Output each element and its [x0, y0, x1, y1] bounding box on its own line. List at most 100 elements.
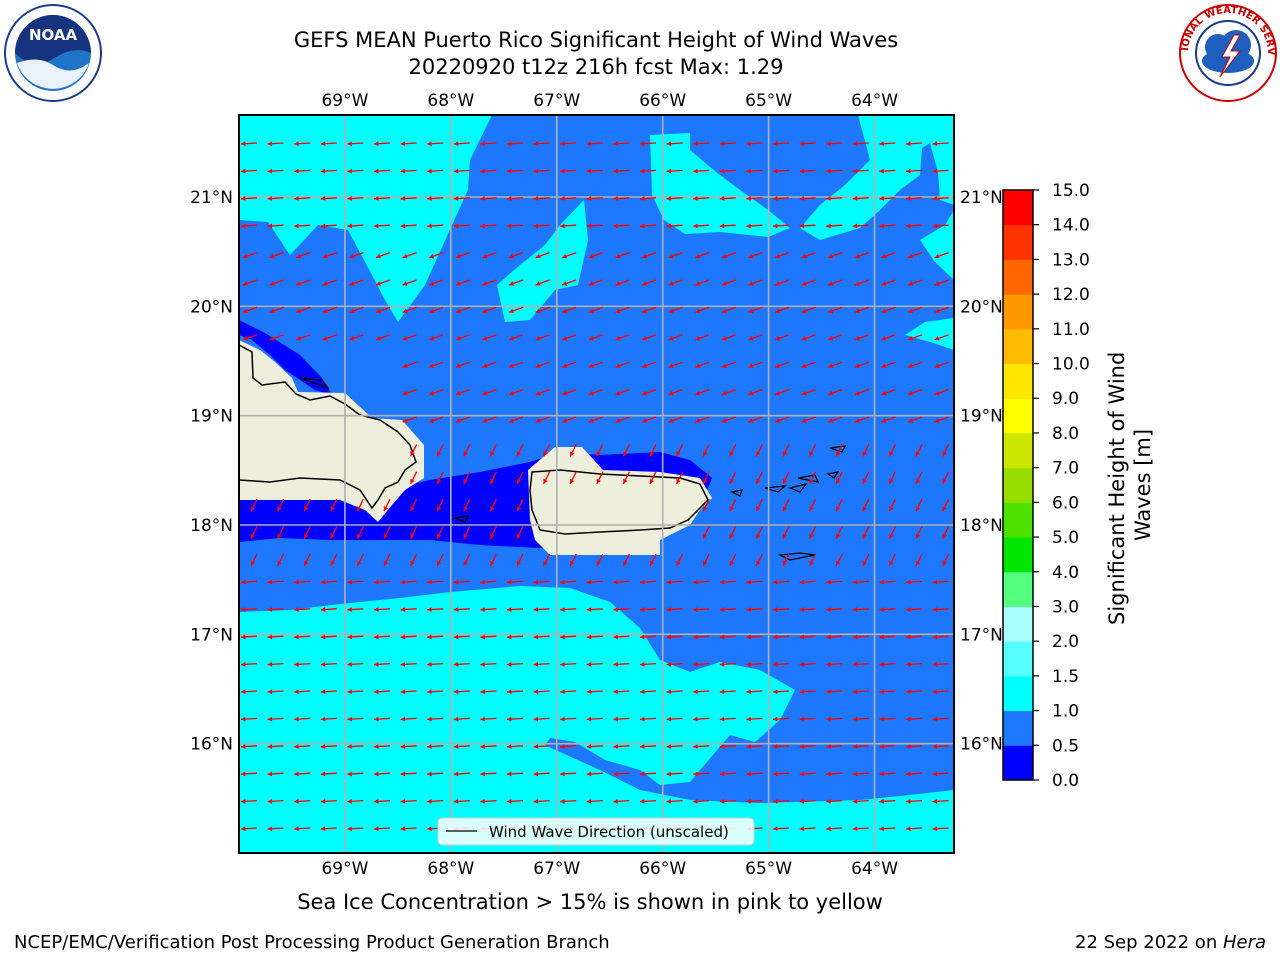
- wave-arrow: [693, 223, 710, 229]
- wave-arrow: [746, 798, 763, 804]
- wave-arrow: [250, 526, 258, 539]
- wave-arrow: [854, 388, 870, 396]
- wave-arrow: [772, 141, 790, 147]
- wave-arrow: [410, 498, 418, 512]
- wave-arrow: [330, 526, 338, 539]
- wave-arrow: [455, 279, 471, 286]
- wave-arrow: [826, 661, 843, 667]
- lon-label-bottom: 65°W: [745, 859, 792, 879]
- wave-arrow: [719, 579, 736, 585]
- wave-arrow: [729, 498, 737, 512]
- wave-arrow: [277, 553, 285, 567]
- wave-arrow: [668, 388, 683, 396]
- wave-arrow: [240, 744, 258, 749]
- wave-arrow: [543, 553, 551, 567]
- wave-arrow: [879, 168, 896, 174]
- wave-arrow: [907, 306, 923, 314]
- wave-arrow: [269, 279, 284, 286]
- wave-arrow: [826, 689, 843, 695]
- wave-arrow: [267, 634, 284, 640]
- wave-arrow: [774, 251, 790, 259]
- lat-label-left: 17°N: [190, 625, 233, 645]
- wave-arrow: [879, 223, 896, 229]
- wave-arrow: [932, 196, 949, 201]
- wave-arrow: [862, 526, 870, 539]
- wave-arrow: [508, 361, 524, 368]
- wave-arrow: [561, 306, 577, 314]
- wave-arrow: [748, 279, 763, 286]
- wave-arrow: [375, 306, 391, 314]
- wave-arrow: [905, 826, 923, 832]
- wave-arrow: [826, 744, 843, 749]
- wave-arrow: [934, 388, 949, 396]
- colorbar-segment: [1003, 537, 1033, 573]
- wave-arrow: [827, 279, 843, 286]
- wave-arrow: [506, 716, 524, 722]
- wave-arrow: [881, 416, 896, 423]
- wave-arrow: [586, 607, 603, 612]
- wave-arrow: [569, 444, 577, 457]
- wave-arrow: [375, 251, 391, 259]
- wave-arrow: [639, 744, 657, 749]
- wave-arrow: [799, 798, 816, 804]
- puerto-rico-coast: [529, 469, 709, 535]
- wave-arrow: [915, 498, 923, 512]
- wave-arrow: [932, 661, 949, 667]
- wave-arrow: [755, 498, 763, 512]
- wave-arrow: [303, 498, 311, 512]
- wave-arrow: [729, 526, 737, 539]
- wave-arrow: [666, 716, 683, 722]
- wave-arrow: [588, 334, 604, 341]
- wave-arrow: [428, 361, 444, 368]
- wave-arrow: [666, 141, 683, 147]
- wave-arrow: [596, 553, 604, 567]
- wave-arrow: [693, 634, 710, 640]
- wave-arrow: [942, 498, 950, 512]
- wave-arrow: [668, 279, 683, 286]
- noaa-logo-text: NOAA: [29, 26, 78, 44]
- wave-arrow: [879, 771, 896, 777]
- colorbar-tick: 1.5: [1052, 667, 1079, 687]
- wave-arrow: [320, 579, 337, 585]
- wave-arrow: [852, 689, 869, 695]
- lon-label-top: 66°W: [639, 91, 686, 111]
- wave-arrow: [506, 168, 524, 174]
- wave-arrow: [799, 223, 816, 229]
- wave-arrow: [639, 716, 657, 722]
- wave-arrow: [400, 661, 417, 667]
- wave-arrow: [320, 634, 337, 640]
- wave-arrow: [639, 196, 657, 201]
- wave-arrow: [676, 471, 684, 485]
- wave-arrow: [905, 579, 923, 585]
- wave-arrow: [782, 444, 790, 457]
- wave-arrow: [400, 826, 417, 832]
- wave-arrow: [615, 306, 630, 314]
- wave-arrow: [240, 826, 258, 832]
- wave-arrow: [772, 579, 790, 585]
- wave-arrow: [533, 689, 550, 695]
- wave-arrow: [533, 223, 550, 229]
- colorbar-tick: 10.0: [1052, 355, 1090, 375]
- map-legend-label: Wind Wave Direction (unscaled): [489, 823, 729, 841]
- wave-arrow: [719, 744, 736, 749]
- wave-arrow: [801, 388, 816, 396]
- colorbar-tick: 8.0: [1052, 424, 1079, 444]
- wave-arrow: [772, 223, 790, 229]
- wave-arrow: [854, 361, 870, 368]
- wave-arrow: [294, 716, 311, 722]
- wave-arrow: [942, 526, 950, 539]
- wave-arrow: [666, 223, 683, 229]
- colorbar-segment: [1003, 502, 1033, 538]
- wave-arrow: [729, 444, 737, 457]
- wave-arrow: [641, 388, 657, 396]
- wave-arrow: [428, 306, 444, 314]
- wave-zone-1.0-1.5-east2: [920, 210, 954, 280]
- wave-arrow: [383, 553, 391, 567]
- wave-arrow: [533, 634, 550, 640]
- wave-arrow: [915, 444, 923, 457]
- hispaniola-coast: [239, 344, 417, 510]
- colorbar-label: Significant Height of Wind Waves [m]: [1105, 345, 1155, 625]
- wave-arrow: [508, 279, 524, 286]
- footer-date-text: 22 Sep 2022 on: [1075, 932, 1223, 953]
- wave-arrow: [267, 661, 284, 667]
